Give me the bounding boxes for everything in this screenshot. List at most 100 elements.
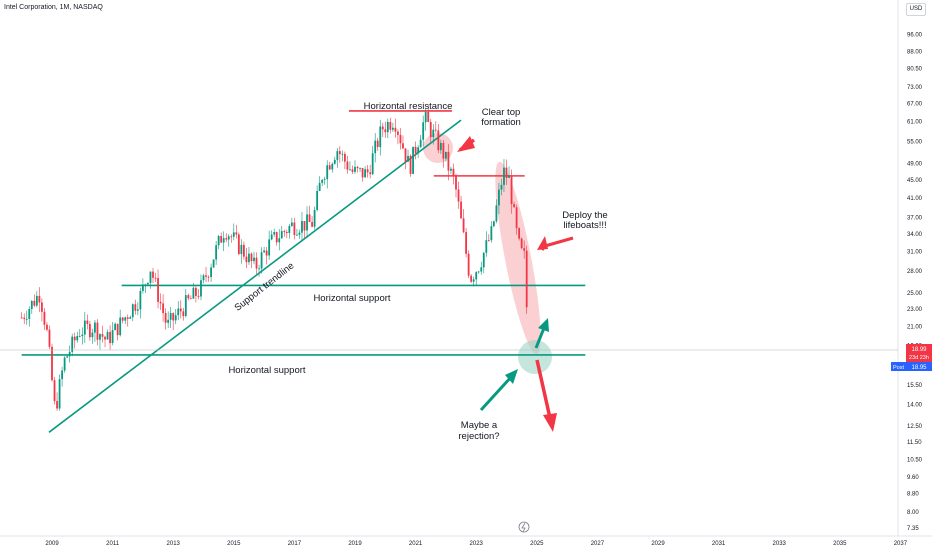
- candle-body: [220, 236, 223, 243]
- candle-body: [434, 129, 437, 131]
- candle-body: [311, 221, 313, 227]
- support-upper-label: Horizontal support: [313, 293, 390, 304]
- candle-body: [384, 129, 387, 133]
- candle-body: [131, 304, 134, 318]
- candle-body: [376, 140, 379, 148]
- price-tick-label: 23.00: [907, 307, 923, 313]
- candle-body: [88, 323, 91, 338]
- candle-body: [422, 122, 425, 140]
- candle-body: [419, 139, 422, 148]
- candle-body: [83, 320, 86, 335]
- candle-body: [58, 379, 61, 409]
- time-axis[interactable]: 2009 2011 2013 2015 2017 2019 2021 2023 2025 2027…: [45, 541, 907, 547]
- candle-body: [235, 232, 238, 235]
- candle-body: [364, 169, 366, 178]
- price-tick-label: 96.00: [907, 33, 923, 39]
- candle-body: [308, 214, 311, 222]
- candle-body: [359, 167, 361, 169]
- price-tick-label: 14.00: [907, 402, 923, 408]
- candle-body: [503, 167, 505, 185]
- time-tick-label: 2019: [348, 541, 362, 547]
- candle-body: [447, 151, 450, 171]
- candle-body: [260, 252, 263, 269]
- candle-body: [427, 111, 430, 122]
- candle-body: [472, 279, 475, 282]
- candle-body: [116, 323, 119, 336]
- candle-body: [71, 336, 74, 353]
- candle-body: [124, 317, 127, 321]
- candle-body: [76, 336, 79, 341]
- candle-body: [487, 240, 490, 242]
- candle-body: [455, 176, 457, 190]
- deploy-arrowhead-shape: [537, 236, 548, 250]
- candle-body: [157, 277, 159, 302]
- breakdown-arrow-shaft: [535, 359, 552, 419]
- candle-body: [207, 276, 210, 278]
- candle-body: [96, 322, 99, 340]
- time-tick-label: 2023: [470, 541, 484, 547]
- candle-body: [338, 151, 341, 155]
- candle-body: [366, 169, 369, 173]
- candle-body: [290, 222, 293, 226]
- candle-body: [174, 315, 177, 321]
- candle-body: [106, 331, 109, 340]
- candle-body: [515, 207, 518, 229]
- candle-body: [41, 302, 43, 312]
- candle-body: [35, 295, 38, 306]
- candle-body: [432, 129, 435, 138]
- candle-body: [28, 309, 31, 319]
- time-tick-label: 2015: [227, 541, 241, 547]
- candle-body: [495, 205, 498, 222]
- candle-body: [91, 332, 94, 338]
- candle-body: [354, 166, 356, 172]
- price-tick-label: 55.00: [907, 140, 923, 146]
- candle-body: [462, 218, 465, 233]
- candle-body: [225, 238, 228, 240]
- candle-body: [243, 244, 245, 257]
- candle-body: [78, 336, 81, 337]
- candle-body: [119, 317, 122, 336]
- candle-body: [397, 131, 399, 135]
- candle-body: [142, 284, 144, 291]
- time-tick-label: 2021: [409, 541, 423, 547]
- candle-body: [424, 111, 427, 123]
- price-tick-label: 12.50: [907, 424, 923, 430]
- candle-body: [498, 189, 500, 206]
- price-tick-label: 9.60: [907, 475, 919, 481]
- candle-body: [136, 309, 139, 311]
- candle-body: [323, 179, 326, 180]
- candle-body: [306, 214, 308, 231]
- candle-body: [492, 221, 495, 227]
- candle-body: [167, 319, 170, 323]
- candle-body: [66, 356, 69, 358]
- candle-body: [508, 175, 510, 178]
- candle-body: [253, 257, 255, 262]
- candle-body: [232, 232, 235, 237]
- candle-body: [172, 313, 175, 321]
- last-price-value: 18.99: [911, 347, 927, 353]
- currency-button[interactable]: USD: [906, 3, 926, 16]
- price-tick-label: 31.00: [907, 250, 923, 256]
- candle-body: [23, 317, 26, 320]
- price-axis[interactable]: 108.0096.0088.0080.5073.0067.0061.0055.0…: [907, 10, 926, 532]
- candle-body: [374, 140, 377, 154]
- price-tick-label: 45.00: [907, 178, 923, 184]
- candle-body: [46, 324, 48, 330]
- candle-body: [268, 239, 271, 256]
- candle-body: [437, 130, 440, 151]
- time-tick-label: 2029: [651, 541, 665, 547]
- candle-body: [275, 232, 278, 243]
- candle-body: [126, 317, 129, 319]
- candle-body: [477, 271, 480, 273]
- candle-body: [429, 121, 432, 138]
- candle-body: [48, 329, 51, 347]
- price-tick-label: 49.00: [907, 162, 923, 168]
- candle-body: [303, 221, 306, 231]
- candle-body: [147, 282, 149, 285]
- candle-body: [169, 313, 172, 320]
- candle-body: [210, 267, 212, 278]
- time-tick-label: 2027: [591, 541, 605, 547]
- candle-body: [475, 272, 478, 280]
